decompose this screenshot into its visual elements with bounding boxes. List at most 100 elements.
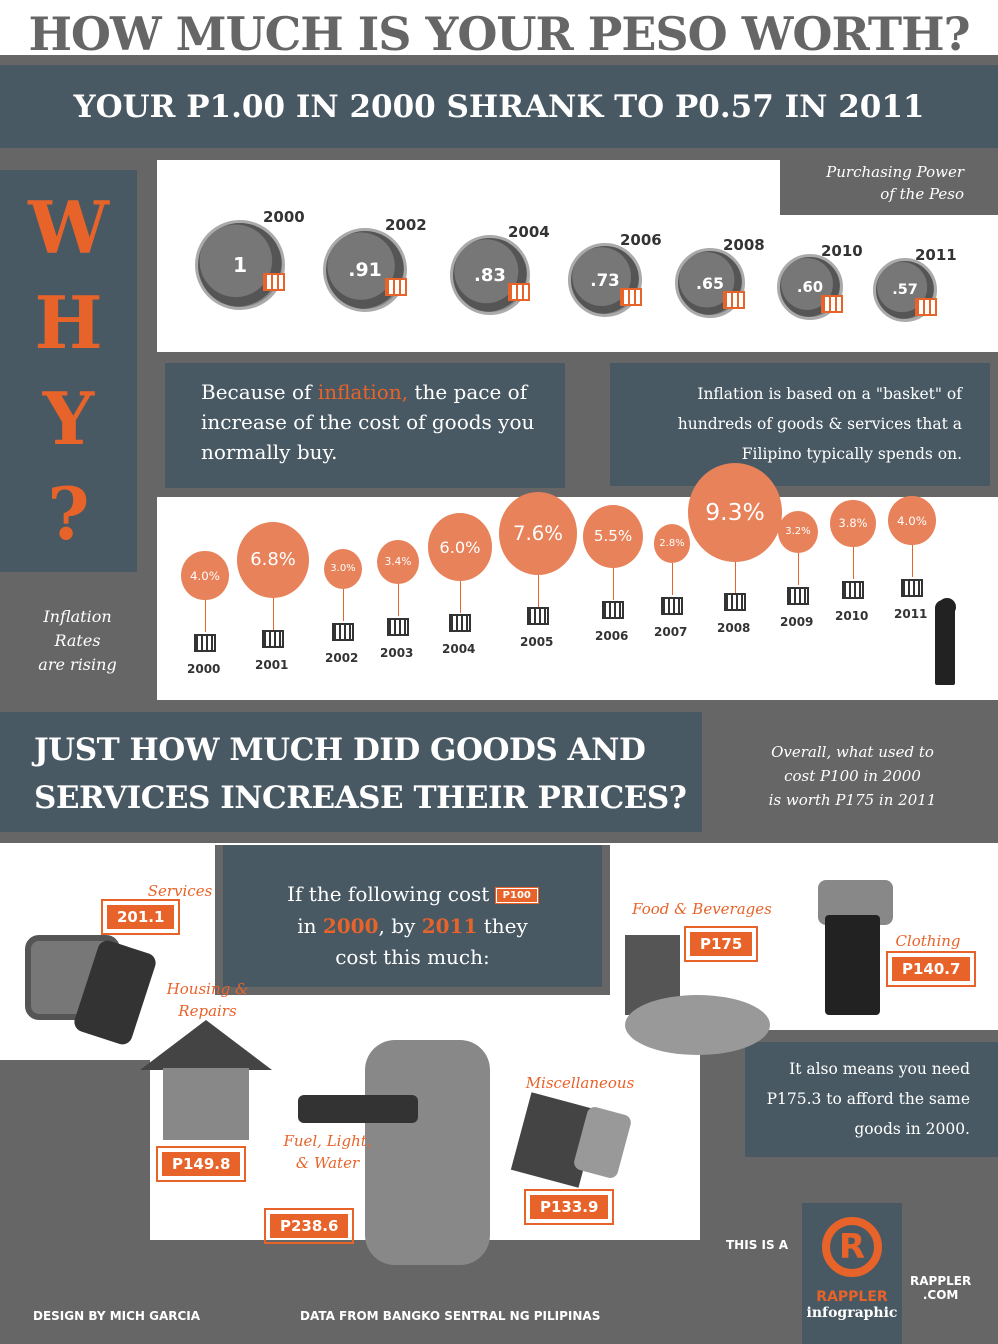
cart-icon (527, 607, 549, 625)
coin-value: .73 (590, 270, 620, 290)
inflation-value: 9.3% (705, 498, 765, 527)
because-text: the pace of increase of the cost of good… (201, 380, 535, 464)
design-credit: DESIGN BY MICH GARCIA (33, 1309, 201, 1323)
cart-icon (602, 601, 624, 619)
intro-text: cost this much: (335, 945, 490, 969)
site-name: RAPPLER (910, 1274, 972, 1288)
data-credit: DATA FROM BANGKO SENTRAL NG PILIPINAS (300, 1309, 601, 1323)
goods-category: Housing & Repairs (166, 980, 249, 1020)
goods-category: Services (147, 882, 213, 900)
cart-icon (262, 630, 284, 648)
goods-category: Miscellaneous (525, 1074, 635, 1092)
coin-value: .65 (696, 273, 724, 293)
inflation-value: 6.0% (439, 537, 481, 557)
house-roof-icon (140, 1020, 272, 1070)
inflation-value: 3.2% (785, 526, 811, 538)
inflation-label: Inflation Rates are rising (15, 605, 140, 677)
inflation-value: 7.6% (512, 522, 564, 546)
coin-value: .57 (892, 282, 918, 298)
balloon-string (343, 588, 344, 621)
coin-value: .91 (348, 259, 382, 281)
intro-text: , by (378, 914, 422, 938)
peso-coin: .83 (450, 235, 530, 315)
why-letter: W (28, 184, 109, 270)
label-line: are rising (38, 655, 117, 674)
also-note: It also means you need P175.3 to afford … (745, 1042, 998, 1157)
subtitle: YOUR P1.00 IN 2000 SHRANK TO P0.57 IN 20… (0, 65, 998, 148)
pants-icon (825, 915, 880, 1015)
cart-icon (449, 614, 471, 632)
year-label: 2002 (325, 651, 359, 665)
because-box: Because of inflation, the pace of increa… (165, 363, 565, 488)
because-text: Because of (201, 380, 318, 404)
title-band (0, 0, 998, 55)
rappler-logo[interactable]: R RAPPLER infographic (802, 1203, 902, 1344)
this-is-a: THIS IS A (726, 1238, 789, 1252)
inflation-balloon: 3.4% (377, 540, 419, 585)
cart-icon (915, 298, 937, 316)
page-title: HOW MUCH IS YOUR PESO WORTH? (28, 7, 970, 61)
gray-step (0, 1060, 150, 1344)
year-label: 2003 (380, 646, 414, 660)
overall-note: Overall, what used to cost P100 in 2000 … (705, 740, 998, 812)
balloon-string (273, 597, 274, 630)
intro-text: If the following cost (287, 882, 490, 906)
peso-coin: .91 (323, 228, 407, 312)
cart-icon (620, 288, 642, 306)
cart-icon (787, 587, 809, 605)
year-highlight: 2000 (322, 914, 379, 938)
plate-icon (625, 995, 770, 1055)
intro-text: in (297, 914, 323, 938)
inflation-balloon: 3.2% (777, 510, 819, 553)
label-line: Inflation (43, 607, 112, 626)
year-label: 2006 (595, 629, 629, 643)
balloon-string (853, 547, 854, 580)
person-head-icon (938, 598, 956, 616)
balloon-string (798, 553, 799, 585)
goods-category: Clothing (895, 932, 961, 950)
gas-tank-icon (365, 1040, 490, 1265)
cart-icon (821, 295, 843, 313)
cart-icon (842, 581, 864, 599)
heading-line: JUST HOW MUCH DID GOODS AND (34, 732, 646, 768)
pp-label: of the Peso (880, 185, 964, 203)
inflation-value: 3.8% (838, 516, 868, 531)
inflation-value: 6.8% (250, 549, 296, 571)
peso-coin: 1 (195, 220, 285, 310)
goods-category: Fuel, Light, & Water (283, 1132, 372, 1172)
balloon-string (460, 581, 461, 614)
brand-name: RAPPLER (816, 1289, 888, 1305)
coin-value: .83 (474, 264, 506, 286)
inflation-balloon: 7.6% (498, 492, 578, 575)
goods-price-tag: P238.6 (263, 1208, 355, 1244)
year-label: 2004 (442, 642, 476, 656)
inflation-balloon: 4.0% (888, 495, 936, 546)
note-line: Overall, what used to (771, 743, 934, 761)
goods-category: Food & Beverages (632, 900, 772, 918)
rappler-site[interactable]: RAPPLER .COM (910, 1274, 971, 1302)
cart-icon (387, 618, 409, 636)
divider (0, 55, 998, 65)
coin-year: 2002 (385, 216, 427, 234)
heading-line: SERVICES INCREASE THEIR PRICES? (34, 780, 687, 816)
balloon-string (912, 545, 913, 578)
inflation-balloon: 2.8% (653, 524, 691, 563)
note-line: cost P100 in 2000 (784, 767, 921, 785)
cart-icon (194, 634, 216, 652)
inflation-balloon: 5.5% (582, 504, 644, 568)
inflation-highlight: inflation, (317, 380, 409, 404)
year-label: 2000 (187, 662, 221, 676)
balloon-string (735, 561, 736, 594)
rappler-r-icon: R (822, 1217, 882, 1277)
pp-label-box: Purchasing Power of the Peso (780, 155, 998, 215)
cart-icon (901, 579, 923, 597)
inflation-balloon: 3.8% (830, 499, 876, 548)
balloon-string (205, 600, 206, 633)
cart-icon (332, 623, 354, 641)
year-label: 2007 (654, 625, 688, 639)
cart-icon (385, 278, 407, 296)
brand-sub: infographic (806, 1305, 898, 1321)
goods-price-tag: 201.1 (100, 899, 181, 935)
inflation-balloon: 3.0% (323, 548, 363, 589)
note-line: is worth P175 in 2011 (768, 791, 937, 809)
